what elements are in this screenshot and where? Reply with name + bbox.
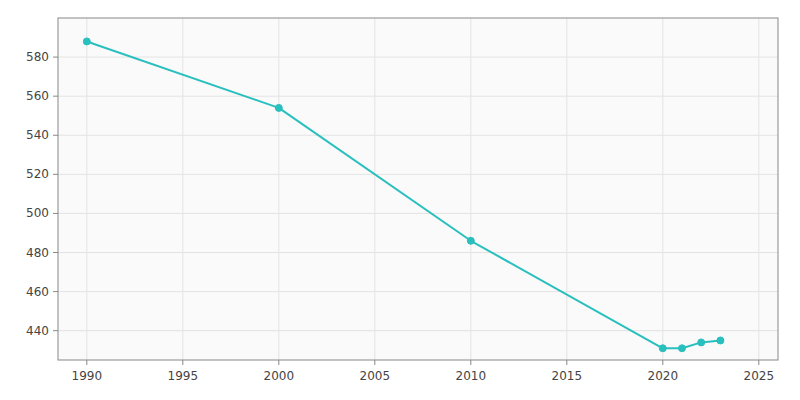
grid-line-y: [58, 135, 778, 136]
plot-background: [58, 18, 778, 360]
grid-line-x: [566, 18, 567, 360]
tick-label-y: 520: [26, 167, 49, 181]
tick-label-x: 2015: [552, 369, 583, 383]
tick-y: [53, 174, 58, 175]
tick-label-y: 440: [26, 324, 49, 338]
marker: [717, 337, 724, 344]
marker: [83, 38, 90, 45]
tick-x: [374, 360, 375, 365]
marker: [659, 345, 666, 352]
tick-x: [662, 360, 663, 365]
tick-label-y: 500: [26, 206, 49, 220]
tick-y: [53, 96, 58, 97]
grid-line-y: [58, 330, 778, 331]
tick-label-x: 2000: [264, 369, 295, 383]
tick-y: [53, 57, 58, 58]
grid-line-x: [662, 18, 663, 360]
tick-label-x: 2020: [648, 369, 679, 383]
tick-x: [86, 360, 87, 365]
tick-y: [53, 135, 58, 136]
grid-line-x: [758, 18, 759, 360]
grid-line-y: [58, 57, 778, 58]
tick-label-x: 2025: [744, 369, 775, 383]
chart-svg: 1990 1995 2000 2005 2010 2015 2020 2025 440 460 48…: [0, 0, 800, 400]
tick-label-y: 580: [26, 50, 49, 64]
grid-line-x: [278, 18, 279, 360]
marker: [275, 104, 282, 111]
tick-label-y: 480: [26, 246, 49, 260]
tick-label-x: 1995: [168, 369, 199, 383]
tick-y: [53, 213, 58, 214]
tick-x: [758, 360, 759, 365]
axes: 1990 1995 2000 2005 2010 2015 2020 2025 440 460 48…: [26, 50, 774, 383]
grid-line-x: [374, 18, 375, 360]
tick-label-y: 460: [26, 285, 49, 299]
tick-label-x: 2010: [456, 369, 487, 383]
series: [83, 38, 724, 352]
tick-x: [278, 360, 279, 365]
tick-y: [53, 330, 58, 331]
marker: [467, 237, 474, 244]
chart-container: 1990 1995 2000 2005 2010 2015 2020 2025 440 460 48…: [0, 0, 800, 400]
marker: [679, 345, 686, 352]
grid-line-x: [470, 18, 471, 360]
marker: [698, 339, 705, 346]
grid: [58, 18, 778, 360]
tick-y: [53, 291, 58, 292]
tick-x: [470, 360, 471, 365]
plot-frame: [58, 18, 778, 360]
grid-line-x: [182, 18, 183, 360]
grid-line-y: [58, 96, 778, 97]
grid-line-y: [58, 213, 778, 214]
line: [87, 41, 721, 348]
tick-x: [182, 360, 183, 365]
grid-line-x: [86, 18, 87, 360]
tick-x: [566, 360, 567, 365]
tick-y: [53, 252, 58, 253]
tick-label-x: 1990: [72, 369, 103, 383]
tick-label-y: 540: [26, 128, 49, 142]
tick-label-x: 2005: [360, 369, 391, 383]
grid-line-y: [58, 252, 778, 253]
grid-line-y: [58, 291, 778, 292]
grid-line-y: [58, 174, 778, 175]
tick-label-y: 560: [26, 89, 49, 103]
